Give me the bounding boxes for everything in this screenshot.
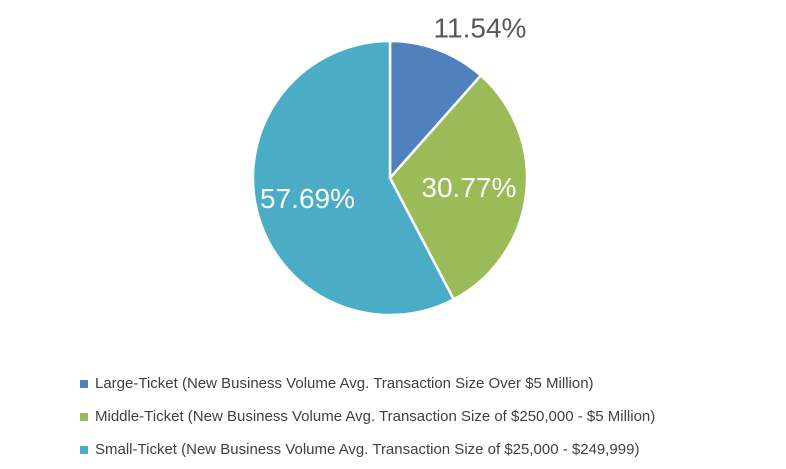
- legend-swatch-small-ticket: [80, 445, 88, 454]
- data-label-middle-ticket: 30.77%: [421, 172, 516, 203]
- pie-slice-large-ticket: [388, 39, 483, 180]
- chart-legend: Large-Ticket (New Business Volume Avg. T…: [80, 367, 770, 466]
- legend-label-large-ticket: Large-Ticket (New Business Volume Avg. T…: [95, 375, 594, 392]
- pie-slice-small-ticket: [251, 39, 455, 317]
- pie-slices: [251, 39, 529, 317]
- legend-swatch-large-ticket: [80, 379, 88, 388]
- pie-data-labels: 11.54% 30.77% 57.69%: [260, 13, 526, 214]
- legend-item-middle-ticket: Middle-Ticket (New Business Volume Avg. …: [80, 400, 770, 433]
- legend-label-middle-ticket: Middle-Ticket (New Business Volume Avg. …: [95, 408, 656, 425]
- pie-slice-middle-ticket: [388, 74, 529, 301]
- legend-swatch-middle-ticket: [80, 412, 88, 421]
- data-label-large-ticket: 11.54%: [434, 13, 527, 44]
- data-label-small-ticket: 57.69%: [260, 183, 355, 214]
- legend-item-small-ticket: Small-Ticket (New Business Volume Avg. T…: [80, 433, 770, 466]
- legend-item-large-ticket: Large-Ticket (New Business Volume Avg. T…: [80, 367, 770, 400]
- legend-label-small-ticket: Small-Ticket (New Business Volume Avg. T…: [95, 441, 640, 458]
